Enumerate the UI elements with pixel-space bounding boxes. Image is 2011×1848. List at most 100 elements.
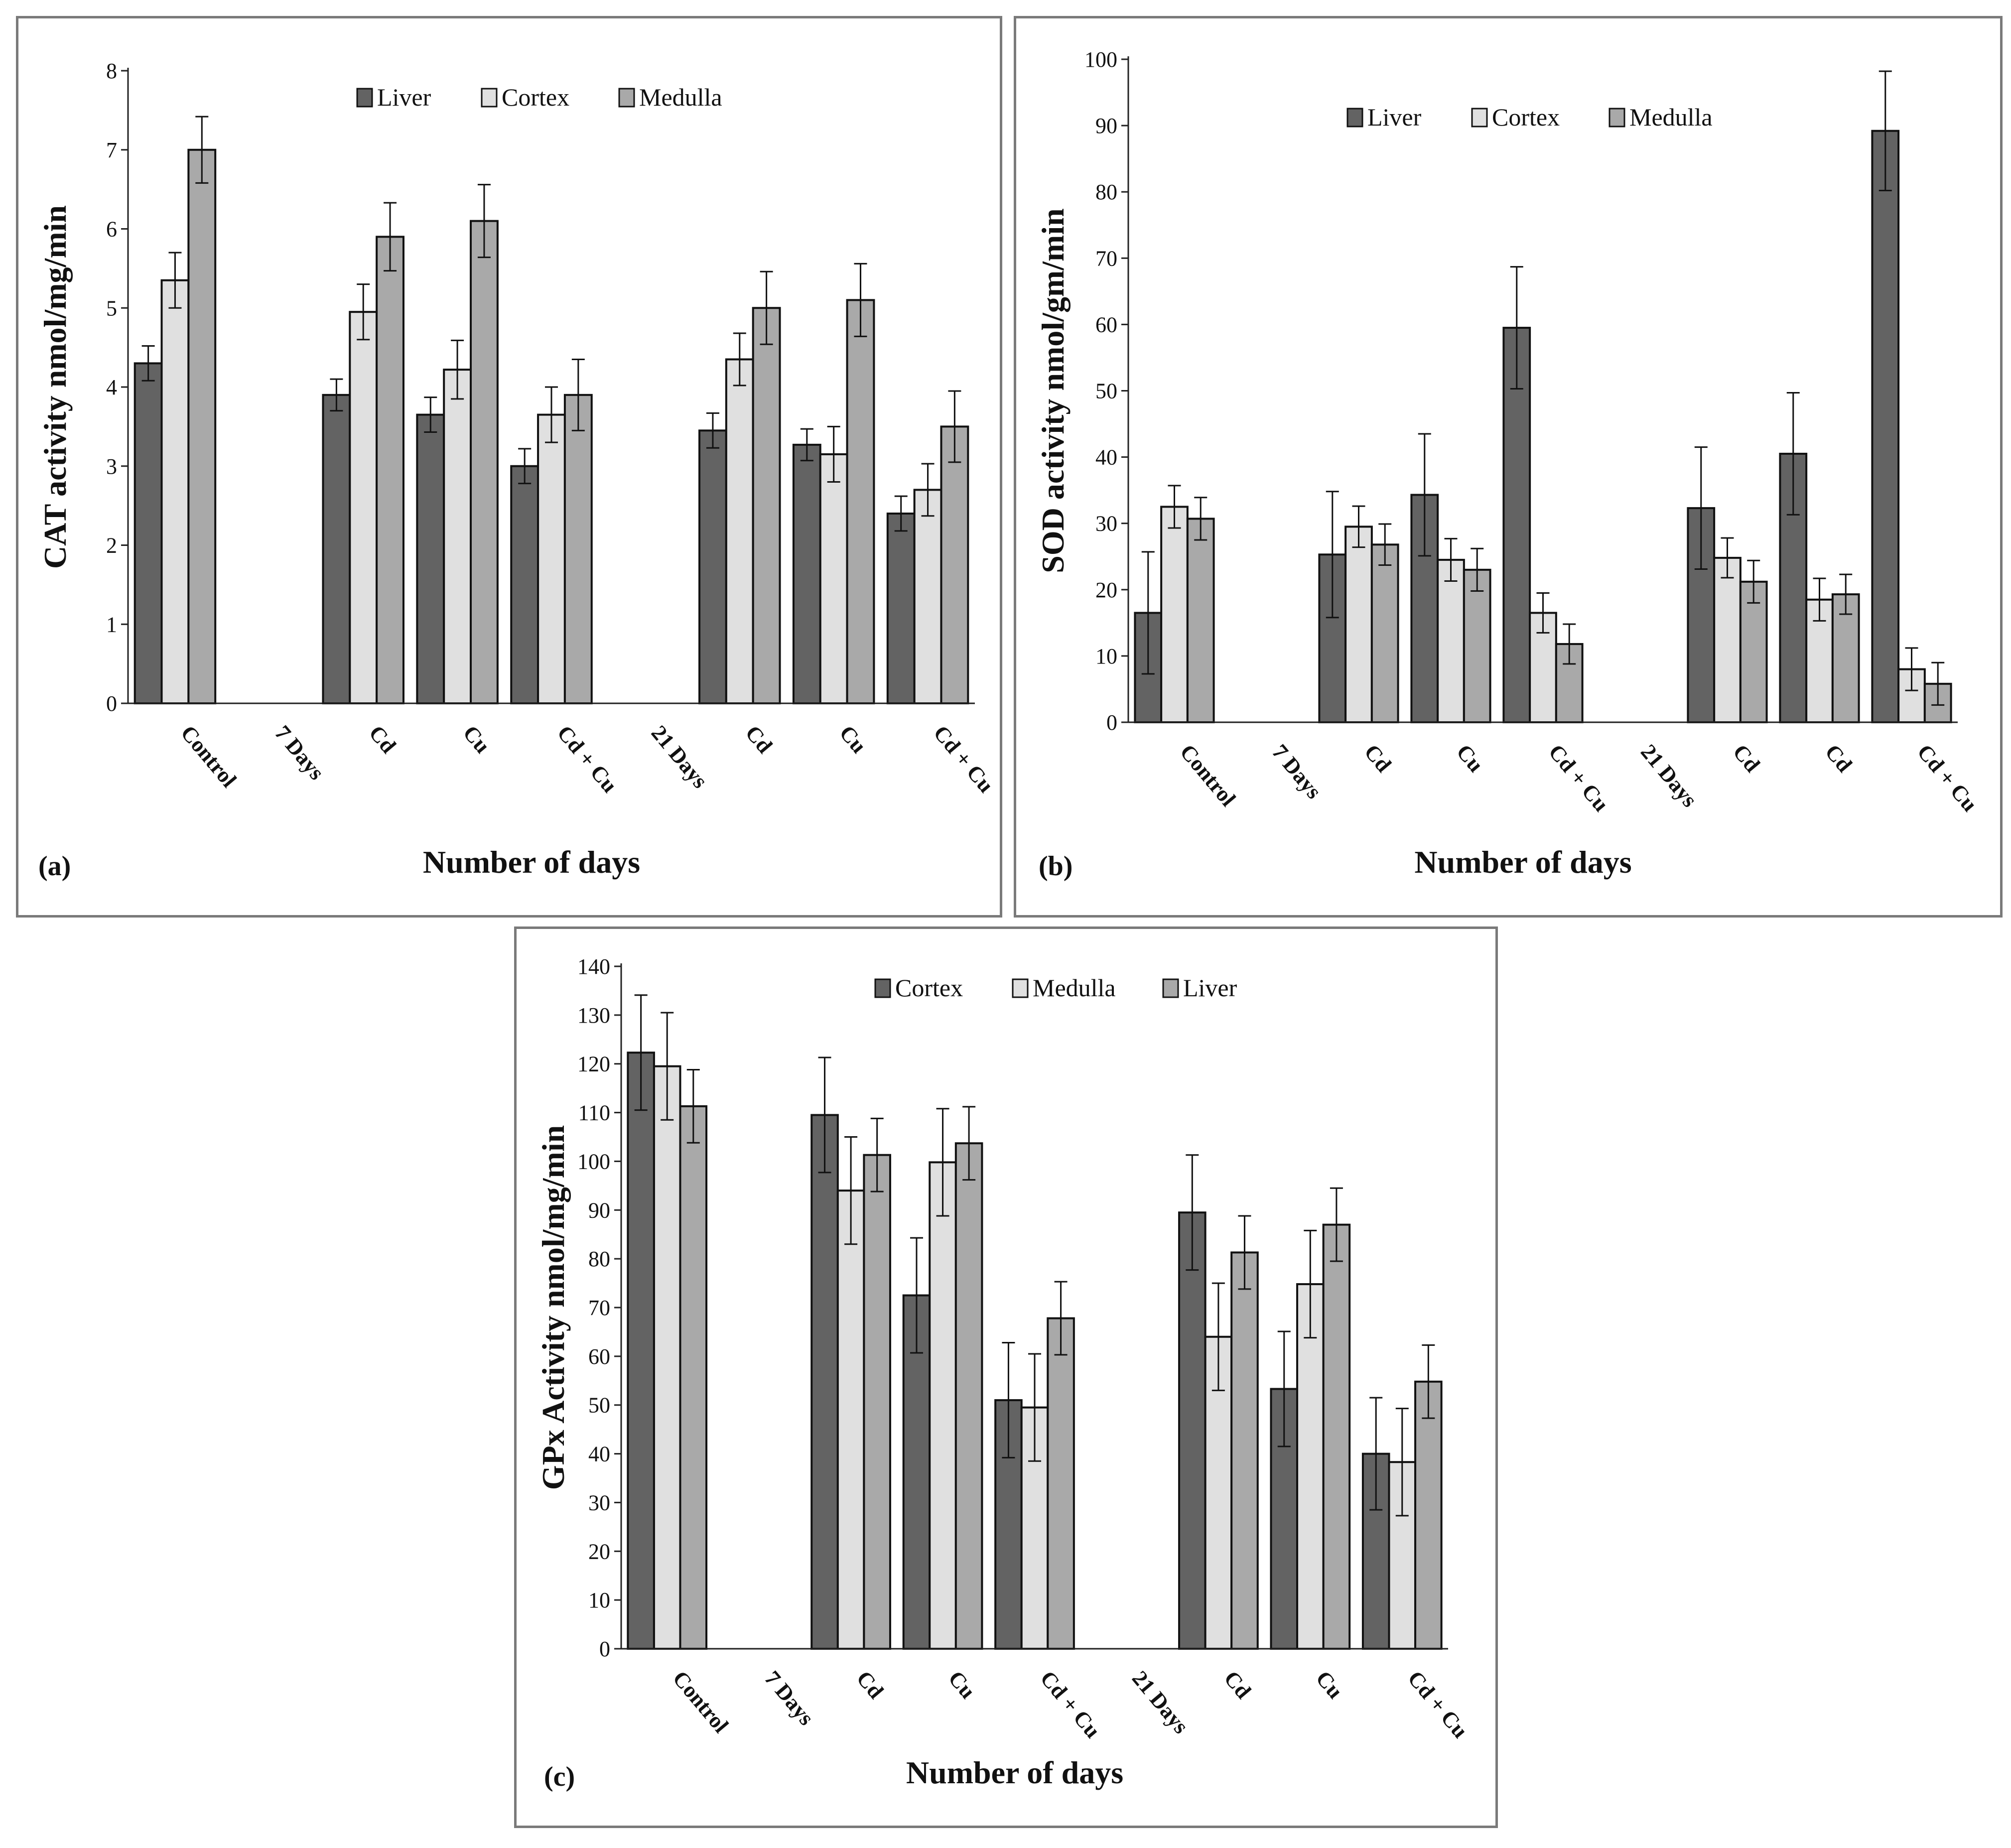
y-tick-label: 140	[577, 954, 610, 979]
x-axis: Control 7 Days Cd Cu Cd + Cu 21 Days Cd Cu Cd + …	[176, 721, 998, 797]
bar-cortex	[349, 311, 378, 704]
x-category-label: Cd + Cu	[929, 721, 998, 797]
x-category-label: 21 Days	[1636, 740, 1702, 812]
y-tick-label: 50	[1095, 379, 1117, 403]
y-tick-label: 70	[588, 1296, 610, 1320]
bar-cortex	[810, 1114, 839, 1650]
x-category-label: Cu	[458, 721, 495, 758]
legend-swatch-cortex	[481, 88, 498, 108]
y-axis: 0 1 2 3 4 5 6 7 8	[106, 59, 128, 716]
y-tick-label: 3	[106, 454, 117, 479]
y-tick-label: 130	[577, 1003, 610, 1028]
y-tick-label: 2	[106, 533, 117, 558]
x-category-label: Cd	[1219, 1666, 1256, 1704]
chart-panel-a: 0 1 2 3 4 5 6 7 8 Control 7 Days Cd Cu Cd + Cu 21 Days…	[16, 16, 1002, 918]
legend-label: Liver	[377, 83, 431, 111]
x-category-label: 21 Days	[1127, 1666, 1194, 1738]
x-category-label: Cu	[943, 1666, 980, 1704]
bar-medulla	[1831, 593, 1860, 723]
x-category-label: Cd	[1728, 740, 1765, 777]
bar-liver	[134, 362, 163, 704]
y-tick-label: 80	[1095, 180, 1117, 204]
y-tick-label: 7	[106, 138, 117, 162]
x-category-label: Cu	[1452, 740, 1488, 777]
bar-medulla	[187, 148, 217, 704]
y-tick-label: 90	[588, 1198, 610, 1222]
bar-cortex	[1178, 1211, 1207, 1650]
x-category-label: 7 Days	[270, 721, 329, 785]
bar-cortex	[1437, 558, 1465, 724]
legend-label: Medulla	[1629, 103, 1713, 131]
y-tick-label: 1	[106, 612, 117, 637]
x-category-label: Control	[176, 721, 241, 792]
bar-cortex	[1713, 556, 1742, 723]
y-tick-label: 90	[1095, 114, 1117, 138]
x-category-label: Cd + Cu	[1544, 740, 1613, 816]
bar-liver	[322, 394, 351, 704]
legend: Cortex Medulla Liver	[874, 974, 1237, 1002]
x-category-label: Cd + Cu	[1912, 740, 1982, 816]
x-axis-title: Number of days	[1414, 844, 1631, 880]
y-tick-label: 30	[1095, 512, 1117, 536]
y-tick-label: 20	[1095, 578, 1117, 602]
y-tick-label: 50	[588, 1393, 610, 1418]
x-category-label: Cd	[852, 1666, 889, 1704]
x-category-label: Cd	[1820, 740, 1857, 777]
bar-liver	[416, 413, 445, 704]
x-axis-title: Number of days	[906, 1755, 1123, 1790]
bar-cortex	[443, 369, 472, 704]
bar-medulla	[1296, 1283, 1325, 1650]
bar-liver	[886, 513, 916, 704]
bar-liver	[1230, 1251, 1259, 1650]
bar-liver	[510, 465, 539, 704]
legend: Liver Cortex Medulla	[1346, 103, 1713, 131]
y-tick-label: 120	[577, 1052, 610, 1076]
bar-medulla	[1186, 518, 1215, 723]
panel-label: (a)	[38, 851, 71, 882]
legend-swatch-medulla	[1609, 108, 1625, 128]
bar-cortex	[725, 358, 754, 704]
legend-label: Cortex	[895, 974, 963, 1002]
legend: Liver Cortex Medulla	[356, 83, 722, 111]
legend-swatch-medulla	[1012, 978, 1029, 998]
y-tick-label: 80	[588, 1247, 610, 1271]
x-axis: Control 7 Days Cd Cu Cd + Cu 21 Days Cd Cd Cd + …	[1175, 740, 1982, 816]
bar-liver	[1414, 1380, 1443, 1650]
bars	[1134, 70, 1952, 724]
y-tick-label: 100	[577, 1149, 610, 1174]
legend-swatch-liver	[1346, 108, 1363, 128]
x-category-label: Cd	[741, 721, 778, 758]
y-tick-label: 4	[106, 375, 117, 399]
bar-liver	[792, 443, 821, 704]
bar-cortex	[1344, 526, 1373, 723]
x-category-label: Cd + Cu	[1403, 1666, 1473, 1743]
bar-medulla	[836, 1189, 865, 1650]
x-category-label: 21 Days	[647, 721, 713, 793]
legend-label: Medulla	[1033, 974, 1116, 1002]
x-category-label: Cd	[1359, 740, 1396, 777]
bar-cortex	[160, 279, 190, 704]
y-axis: 0 10 20 30 40 50 60 70 80 90 100 110 120 130 140	[577, 954, 621, 1661]
bar-medulla	[1463, 568, 1491, 723]
y-tick-label: 30	[588, 1490, 610, 1515]
legend-label: Liver	[1183, 974, 1237, 1002]
bar-medulla	[1370, 543, 1399, 723]
bar-cortex	[537, 413, 566, 704]
bar-medulla	[653, 1065, 681, 1650]
x-category-label: Cu	[1311, 1666, 1348, 1704]
y-axis-title: CAT activity nmol/mg/min	[37, 205, 73, 569]
legend-swatch-cortex	[1471, 108, 1488, 128]
bar-liver	[1871, 130, 1900, 723]
bar-medulla	[376, 236, 404, 704]
x-category-label: Cd	[364, 721, 401, 758]
legend-label: Cortex	[1492, 103, 1560, 131]
y-tick-label: 6	[106, 217, 117, 242]
panel-label: (b)	[1039, 851, 1073, 882]
x-category-label: Control	[1175, 740, 1240, 811]
legend-swatch-medulla	[618, 88, 635, 108]
x-category-label: 7 Days	[760, 1666, 818, 1730]
y-tick-label: 110	[578, 1101, 610, 1125]
bar-liver	[954, 1142, 983, 1650]
y-axis: 0 10 20 30 40 50 60 70 80 90 100	[1084, 47, 1128, 735]
y-tick-label: 40	[1095, 445, 1117, 470]
